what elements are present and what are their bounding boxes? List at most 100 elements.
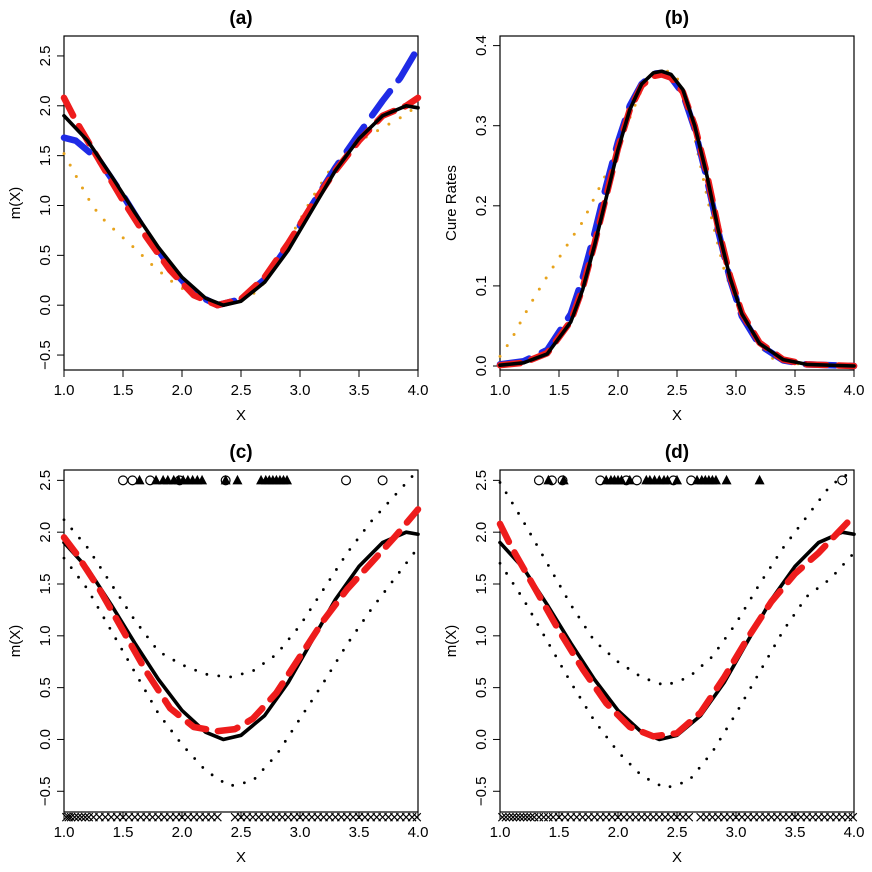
x-tick-label: 3.5: [349, 824, 370, 841]
event-cross-marker: [539, 812, 549, 822]
x-tick-label: 3.5: [349, 382, 370, 399]
y-tick-label: 0.3: [473, 115, 490, 136]
y-tick-label: 2.5: [473, 470, 490, 491]
x-tick-label: 1.5: [549, 824, 570, 841]
cured-triangle-marker: [624, 474, 635, 485]
y-axis-label: m(X): [7, 187, 24, 220]
y-tick-label: 1.5: [37, 574, 54, 595]
censored-circle-marker: [533, 475, 544, 486]
y-tick-label: 2.0: [37, 522, 54, 543]
x-tick-label: 3.5: [785, 382, 806, 399]
y-tick-label: 0.1: [473, 275, 490, 296]
cured-triangle-marker: [754, 474, 765, 485]
cured-triangle-marker: [616, 474, 627, 485]
y-tick-label: 0.0: [37, 729, 54, 750]
panel-title: (d): [665, 442, 689, 463]
x-tick-label: 1.0: [490, 382, 511, 399]
cured-triangle-marker: [282, 474, 293, 485]
series-lower-band: [62, 546, 420, 788]
event-cross-marker: [80, 812, 90, 822]
x-tick-label: 1.5: [113, 382, 134, 399]
series-estimate: [60, 506, 422, 735]
x-tick-label: 1.0: [490, 824, 511, 841]
x-tick-label: 4.0: [408, 382, 429, 399]
y-tick-label: 0.5: [37, 245, 54, 266]
event-cross-marker: [512, 812, 521, 822]
y-tick-label: 1.0: [37, 195, 54, 216]
cured-triangle-marker: [220, 474, 231, 485]
x-tick-label: 2.0: [608, 824, 629, 841]
event-cross-marker: [515, 812, 525, 822]
series-lower-band: [498, 551, 856, 790]
event-cross-marker: [213, 812, 222, 822]
y-tick-label: 0.0: [37, 295, 54, 316]
censored-circle-marker: [377, 475, 388, 486]
event-cross-marker: [73, 812, 83, 822]
y-tick-label: 0.5: [473, 677, 490, 698]
plot-frame: [499, 469, 855, 813]
y-tick-label: 0.4: [473, 35, 490, 56]
cured-triangle-marker: [558, 474, 569, 485]
panel-c: (c) 1.0 1.5 2.0 2.5 3.0 3.5 4.0 −0.5 0.0 0.5 1.0 1.5…: [7, 442, 428, 866]
x-axis-label: X: [672, 849, 682, 866]
series-upper-band: [498, 468, 856, 687]
x-tick-label: 3.0: [290, 824, 311, 841]
cured-triangle-marker: [232, 474, 243, 485]
series-estimate: [496, 518, 852, 740]
censored-circle-marker: [557, 475, 568, 486]
panel-title: (a): [229, 8, 252, 29]
y-tick-label: 1.0: [473, 625, 490, 646]
y-axis-label: m(X): [443, 625, 460, 658]
y-tick-label: −0.5: [473, 776, 490, 806]
x-tick-label: 3.0: [726, 824, 747, 841]
x-axis-label: X: [672, 407, 682, 424]
panel-d: (d) 1.0 1.5 2.0 2.5 3.0 3.5 4.0 −0.5 0.0 0.5 1.0 1.5…: [443, 442, 864, 866]
x-tick-label: 2.5: [667, 382, 688, 399]
cured-triangle-marker: [710, 474, 721, 485]
x-tick-label: 2.5: [667, 824, 688, 841]
x-tick-label: 2.5: [231, 824, 252, 841]
x-tick-label: 2.0: [608, 382, 629, 399]
event-cross-marker: [77, 812, 87, 822]
x-axis-label: X: [236, 407, 246, 424]
cured-triangle-marker: [721, 474, 732, 485]
event-cross-marker: [526, 812, 536, 822]
x-tick-label: 3.5: [785, 824, 806, 841]
series-true: [498, 69, 856, 368]
event-cross-marker: [508, 812, 518, 822]
event-cross-marker: [70, 812, 80, 822]
y-tick-label: −0.5: [37, 776, 54, 806]
event-cross-marker: [501, 812, 511, 822]
series-true: [62, 103, 420, 307]
event-cross-marker: [66, 812, 76, 822]
cured-triangle-marker: [151, 474, 162, 485]
censored-circle-marker: [117, 475, 128, 486]
x-tick-label: 1.0: [54, 382, 75, 399]
cured-triangle-marker: [543, 474, 554, 485]
x-tick-label: 1.5: [113, 824, 134, 841]
cured-triangle-marker: [662, 474, 673, 485]
event-cross-marker: [519, 812, 528, 822]
y-tick-label: 1.5: [37, 145, 54, 166]
panel-title: (b): [665, 8, 689, 29]
series-upper-band: [62, 468, 420, 679]
panel-a: (a) 1.0 1.5 2.0 2.5 3.0 3.5 4.0 −0.5 0.0 0.5 1.0 1.5…: [7, 8, 428, 424]
y-tick-label: 0.2: [473, 195, 490, 216]
x-tick-label: 2.0: [172, 382, 193, 399]
censored-circle-marker: [837, 475, 848, 486]
x-tick-label: 4.0: [408, 824, 429, 841]
plot-frame: [63, 469, 419, 813]
y-tick-label: 1.0: [37, 625, 54, 646]
censored-circle-marker: [341, 475, 352, 486]
event-cross-marker: [505, 812, 514, 822]
event-cross-marker: [843, 812, 853, 822]
y-tick-label: 2.5: [37, 46, 54, 67]
panel-b: (b) 1.0 1.5 2.0 2.5 3.0 3.5 4.0 0.0 0.1 0.2 0.3 0.4 X…: [443, 8, 864, 424]
y-tick-label: 0.0: [473, 356, 490, 377]
series-true: [498, 530, 856, 742]
plot-frame: [63, 35, 419, 371]
series-estimate-1: [496, 69, 858, 370]
series-true: [62, 530, 420, 742]
y-tick-label: 0.0: [473, 729, 490, 750]
